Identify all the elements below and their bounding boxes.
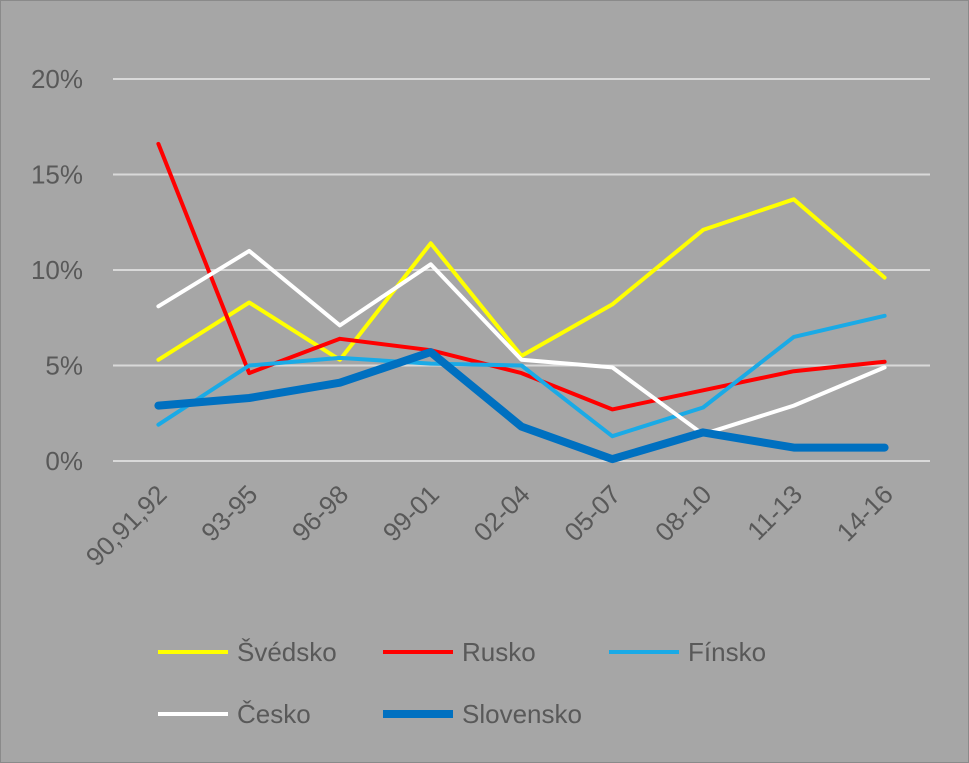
x-tick-label: 14-16 — [831, 479, 899, 547]
series-line-rusko — [156, 141, 887, 412]
y-tick-label: 0% — [45, 446, 83, 476]
legend-label: Fínsko — [688, 637, 766, 667]
y-tick-label: 20% — [31, 64, 83, 94]
y-axis: 0% 5% 10% 15% 20% — [31, 64, 83, 476]
series-line-švédsko — [156, 197, 887, 362]
x-tick-label: 96-98 — [286, 479, 354, 547]
x-tick-label: 93-95 — [195, 479, 263, 547]
series-line-fínsko — [156, 313, 887, 439]
y-tick-label: 10% — [31, 255, 83, 285]
y-tick-label: 15% — [31, 160, 83, 190]
x-tick-label: 02-04 — [468, 479, 536, 547]
series-line-česko — [156, 248, 887, 437]
series-lines — [154, 141, 889, 464]
legend-label: Rusko — [462, 637, 536, 667]
legend-label: Slovensko — [462, 699, 582, 729]
x-tick-label: 08-10 — [649, 479, 717, 547]
series-line-slovensko — [154, 348, 889, 464]
legend-label: Švédsko — [237, 637, 337, 667]
x-tick-label: 11-13 — [741, 479, 808, 546]
x-tick-label: 99-01 — [377, 479, 445, 547]
x-axis: 90,91,92 93-95 96-98 99-01 02-04 05-07 08-10 11… — [80, 479, 899, 572]
grid-lines — [113, 78, 930, 462]
legend-label: Česko — [237, 699, 311, 729]
legend: Švédsko Rusko Fínsko Česko Slovensko — [158, 637, 766, 729]
y-tick-label: 5% — [45, 351, 83, 381]
x-tick-label: 05-07 — [558, 479, 626, 547]
x-tick-label: 90,91,92 — [80, 479, 173, 572]
